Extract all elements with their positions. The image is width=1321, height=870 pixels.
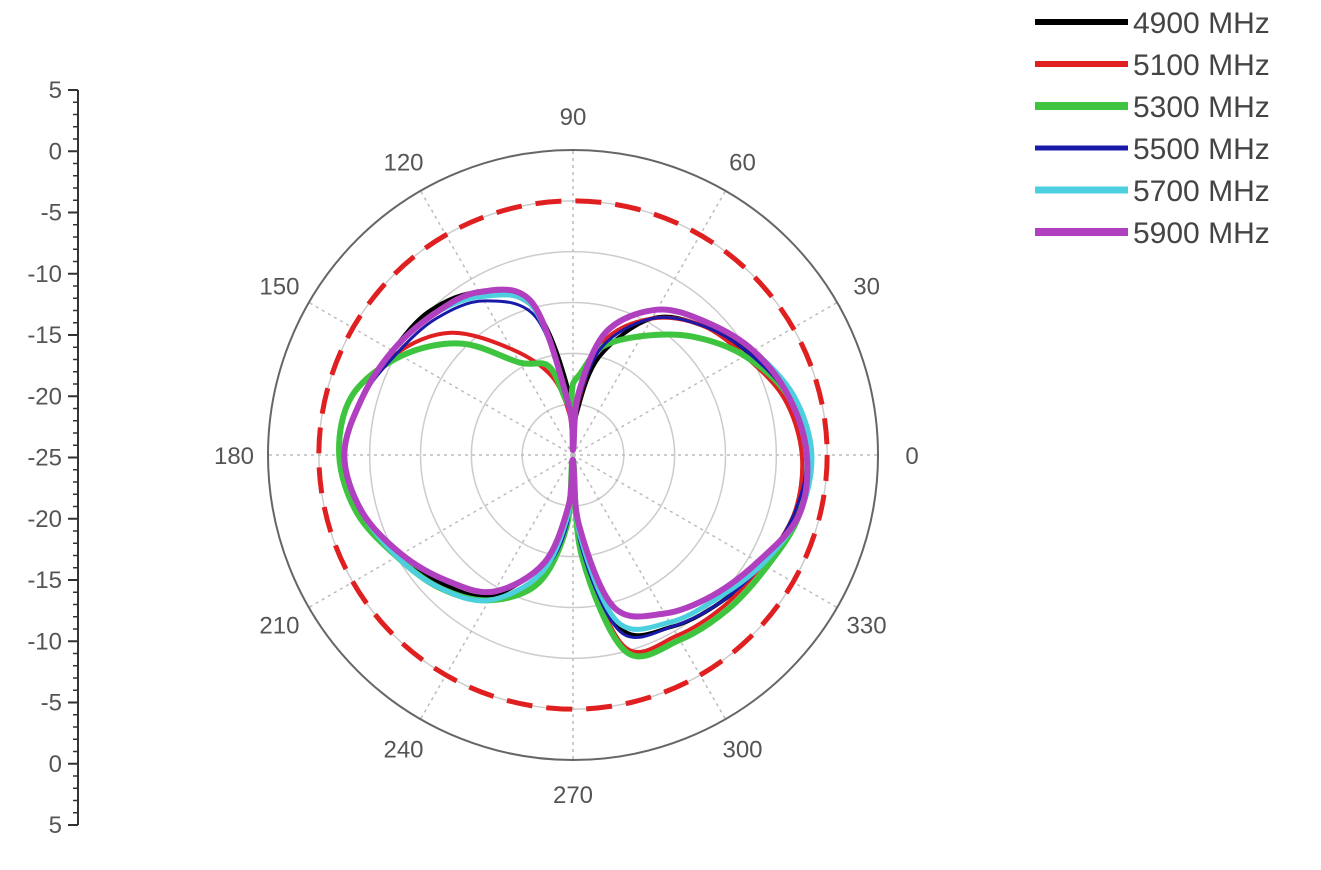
angle-label: 330 [847, 613, 887, 640]
radial-tick-label: -10 [27, 628, 62, 655]
legend-label: 5300 MHz [1133, 91, 1270, 124]
outer-boundary-circle [267, 149, 879, 761]
grid-spoke [572, 454, 727, 720]
legend-label: 5100 MHz [1133, 49, 1270, 82]
angle-labels: 0 30 60 90 120 150 180 210 240 270 300 330 [214, 104, 919, 809]
angle-label: 240 [383, 737, 423, 764]
angle-label: 60 [729, 149, 756, 176]
radial-tick-label: -15 [27, 322, 62, 349]
radial-tick-label: 5 [49, 812, 62, 839]
legend: 4900 MHz 5100 MHz 5300 MHz 5500 MHz 5700 MHz… [1035, 7, 1270, 250]
angle-label: 30 [853, 274, 880, 301]
radial-tick-label: -15 [27, 567, 62, 594]
angle-label: 150 [259, 274, 299, 301]
legend-label: 4900 MHz [1133, 7, 1270, 40]
radial-tick-label: -20 [27, 383, 62, 410]
series-line-5900-mhz [341, 286, 811, 620]
angle-label: 0 [905, 443, 918, 470]
angle-label: 120 [383, 149, 423, 176]
legend-label: 5700 MHz [1133, 175, 1270, 208]
radial-tick-label: 5 [49, 77, 62, 104]
legend-label: 5500 MHz [1133, 133, 1270, 166]
reference-circle [316, 198, 830, 712]
radial-tick-label: -20 [27, 506, 62, 533]
radial-tick-label: -25 [27, 445, 62, 472]
polar-grid [268, 150, 878, 760]
radial-tick-label: 0 [49, 138, 62, 165]
radial-tick-label: 0 [49, 751, 62, 778]
reference-circle-layer [316, 198, 830, 712]
angle-label: 210 [259, 613, 299, 640]
radial-tick-label: -10 [27, 261, 62, 288]
angle-label: 90 [560, 104, 587, 131]
angle-label: 300 [722, 737, 762, 764]
grid-circle [470, 352, 676, 558]
outer-boundary-layer [267, 149, 879, 761]
radial-tick-label: -5 [41, 200, 62, 227]
grid-circle [419, 301, 727, 609]
radial-tick-label: -5 [41, 690, 62, 717]
angle-label: 270 [553, 782, 593, 809]
series-layer [336, 286, 815, 660]
legend-label: 5900 MHz [1133, 217, 1270, 250]
angle-label: 180 [214, 443, 254, 470]
radial-axis: 5 0 -5 -10 -15 -20 -25 -20 -15 -10 -5 0 5 [27, 77, 79, 839]
